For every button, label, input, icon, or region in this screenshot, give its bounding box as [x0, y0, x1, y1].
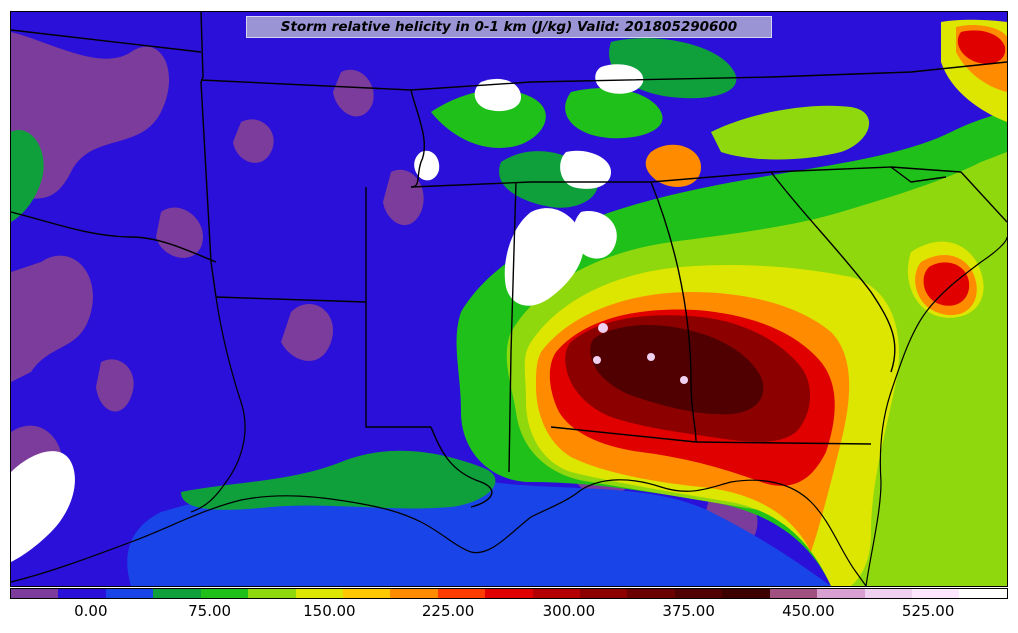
pink-spots [593, 323, 688, 384]
colorbar-tick-label: 75.00 [188, 602, 232, 620]
map-title: Storm relative helicity in 0-1 km (J/kg)… [246, 16, 772, 38]
colorbar-tick-label: 150.00 [303, 602, 356, 620]
boundary-lines [11, 12, 1007, 508]
colorbar-segment [627, 589, 675, 598]
colorbar-segment [864, 589, 913, 598]
colorbar-segment [722, 589, 770, 598]
colorbar-segment [105, 589, 154, 598]
colorbar-tick-label: 375.00 [662, 602, 715, 620]
colorbar-segment [342, 589, 391, 598]
coastline [11, 236, 1007, 586]
colorbar-segment [437, 589, 486, 598]
colorbar-segment [674, 589, 723, 598]
maroon-field-regions [590, 325, 764, 415]
colorbar-segment [58, 589, 106, 598]
colorbar-segment [959, 589, 1007, 598]
colorbar-segment [817, 589, 865, 598]
colorbar-segment [248, 589, 296, 598]
map-panel [10, 11, 1008, 587]
colorbar-segment [580, 589, 628, 598]
white-field-regions [11, 64, 644, 562]
colorbar-tick-label: 525.00 [901, 602, 955, 620]
colorbar-segment [11, 589, 59, 598]
colorbar-tick-label: 300.00 [542, 602, 596, 620]
colorbar [10, 588, 1008, 599]
colorbar-segment [390, 589, 438, 598]
colorbar-labels: 0.00 75.00 150.00 225.00 300.00 375.00 450.00 5… [10, 602, 1008, 624]
helicity-field-map [11, 12, 1007, 586]
colorbar-segment [532, 589, 581, 598]
colorbar-tick-label: 225.00 [421, 602, 475, 620]
colorbar-segment [200, 589, 249, 598]
colorbar-tick-label: 450.00 [782, 602, 835, 620]
colorbar-segment [769, 589, 818, 598]
darkgreen-field-regions [11, 38, 737, 510]
colorbar-segment [295, 589, 343, 598]
colorbar-segment [485, 589, 533, 598]
colorbar-tick-label: 0.00 [74, 602, 108, 620]
colorbar-segment [912, 589, 960, 598]
colorbar-segment [153, 589, 201, 598]
